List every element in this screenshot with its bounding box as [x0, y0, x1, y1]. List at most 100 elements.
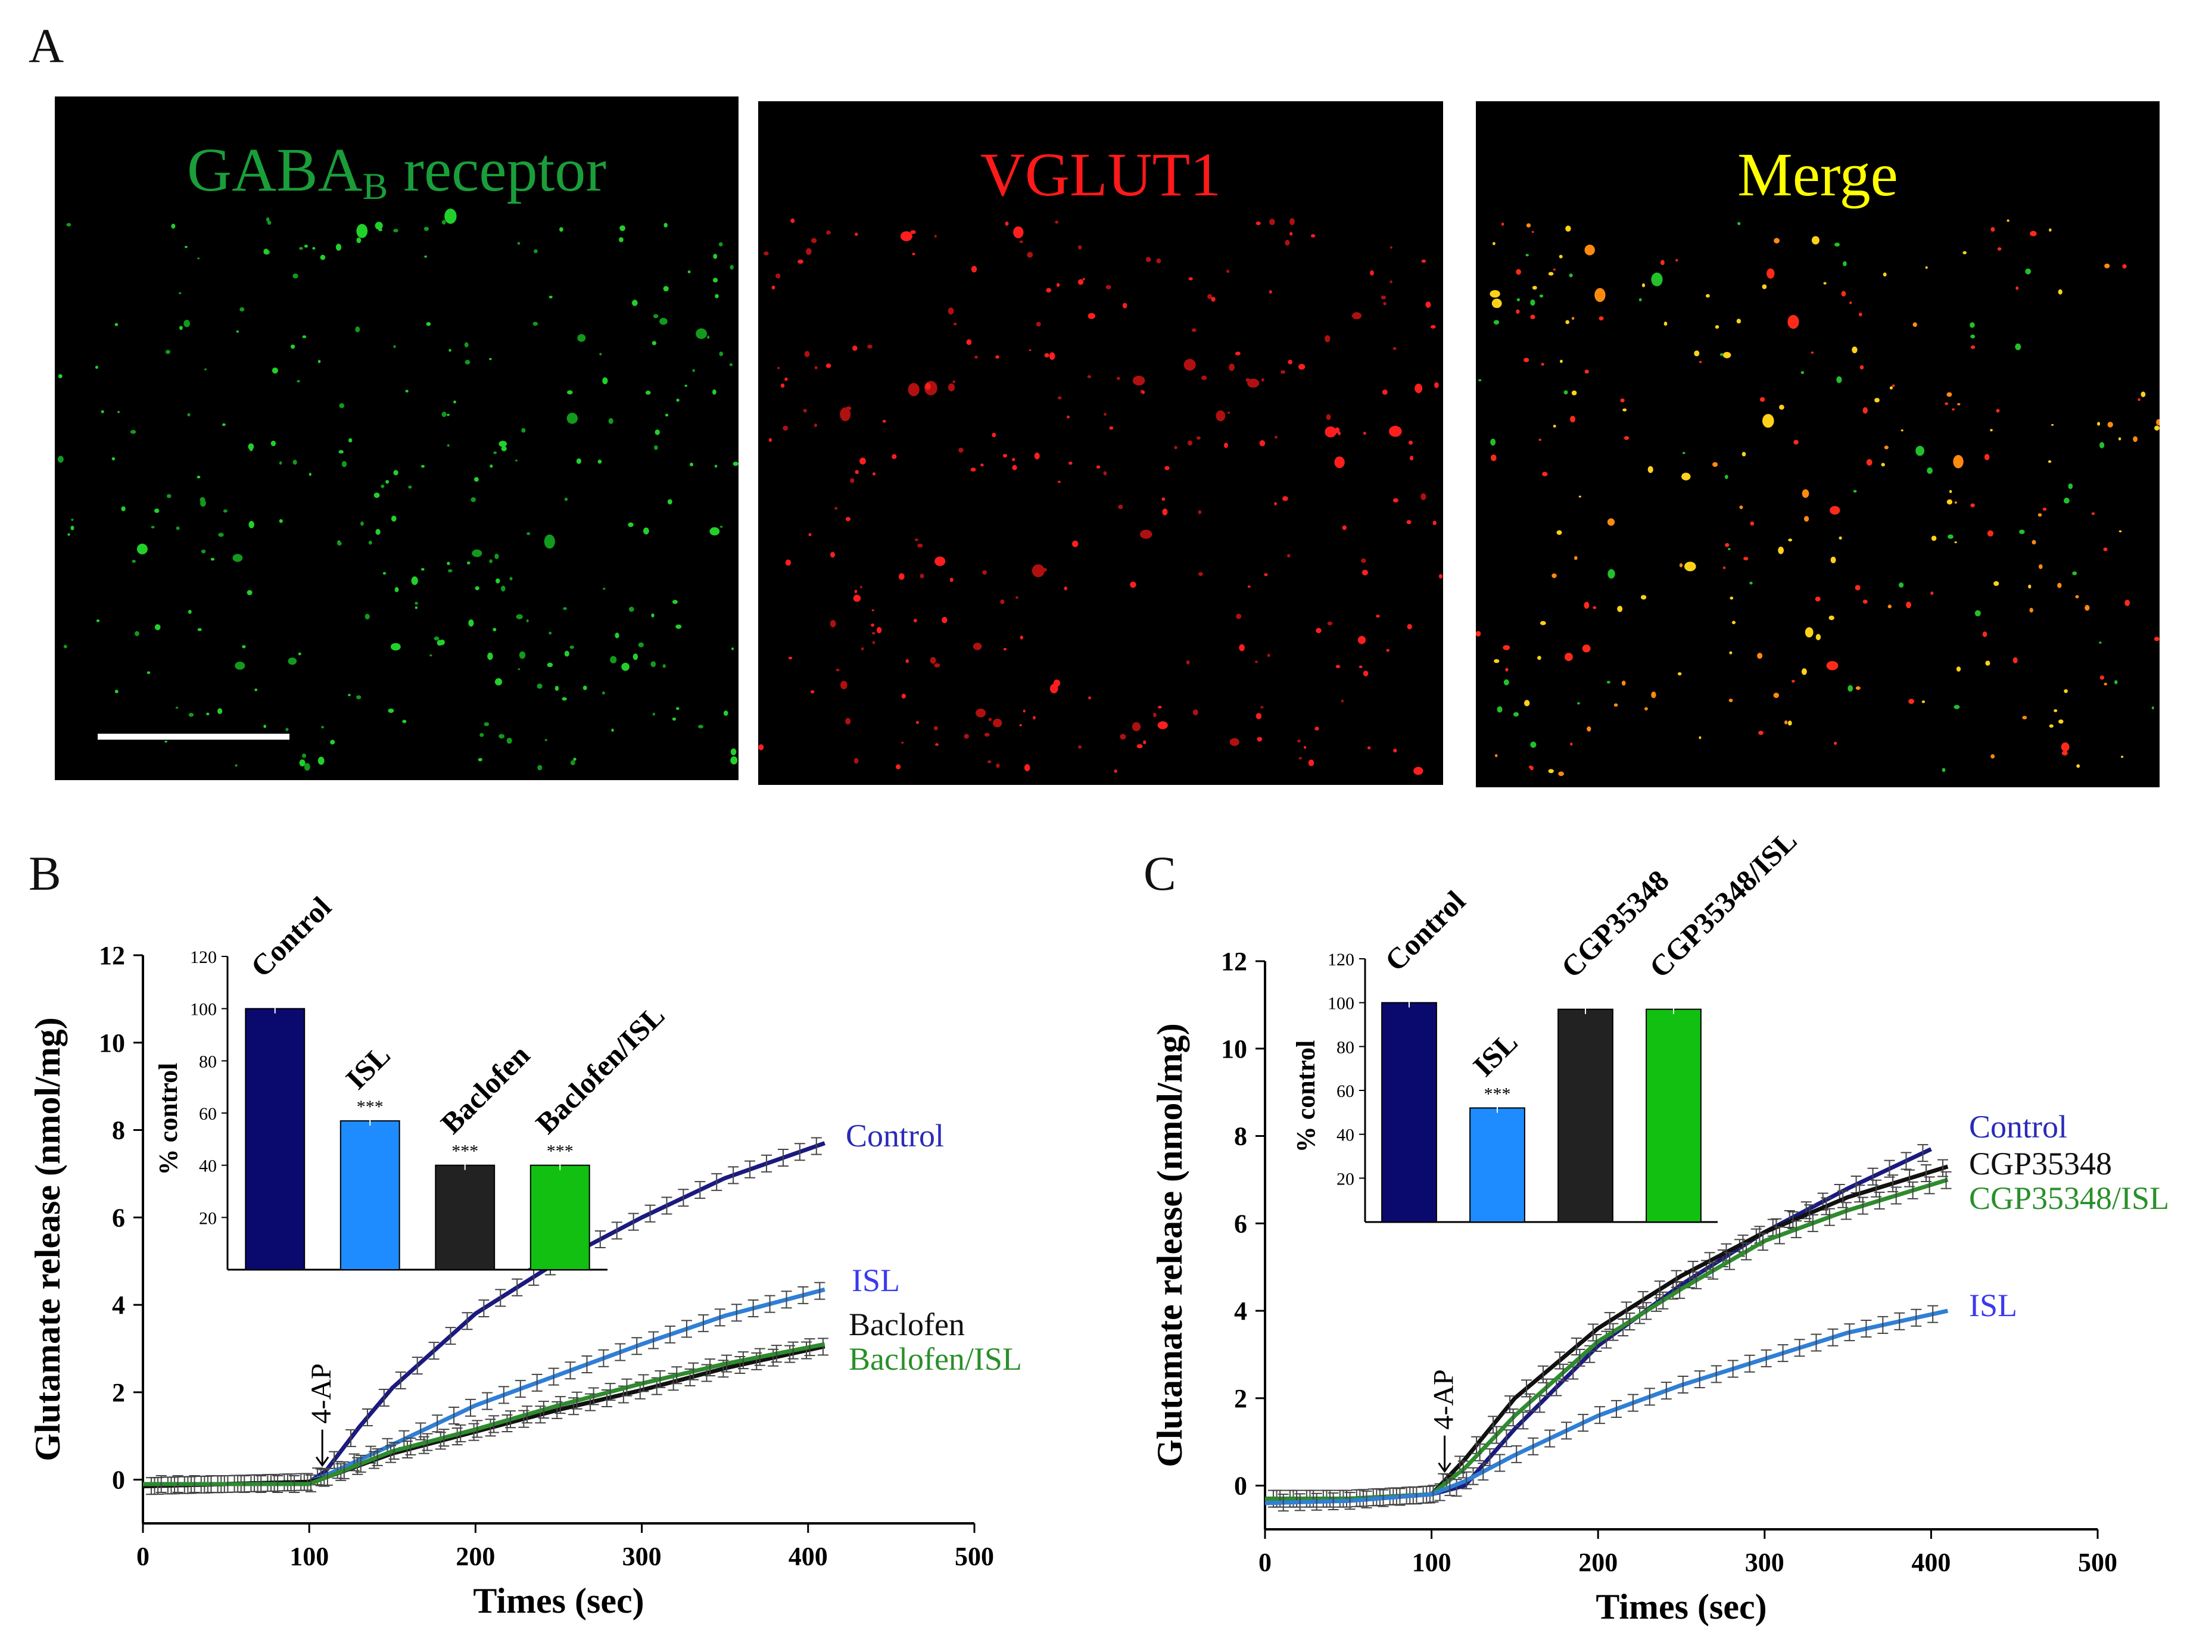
- fluorescent-punctum: [2029, 607, 2033, 613]
- fluorescent-punctum: [304, 763, 310, 771]
- fluorescent-punctum: [378, 228, 382, 232]
- fluorescent-punctum: [447, 413, 450, 416]
- fluorescent-punctum: [302, 753, 307, 758]
- fluorescent-punctum: [1607, 518, 1615, 526]
- micrograph-gabab-receptor: GABAB receptor: [55, 96, 739, 780]
- series-label: ISL: [1969, 1288, 2017, 1323]
- fluorescent-punctum: [1335, 665, 1341, 668]
- fluorescent-punctum: [375, 222, 383, 230]
- fluorescent-punctum: [1859, 365, 1864, 370]
- fluorescent-punctum: [210, 557, 215, 561]
- fluorescent-punctum: [2085, 604, 2090, 611]
- fluorescent-punctum: [1183, 359, 1196, 371]
- fluorescent-punctum: [330, 740, 335, 745]
- fluorescent-punctum: [672, 717, 677, 721]
- fluorescent-punctum: [1198, 572, 1203, 576]
- fluorescent-punctum: [57, 456, 64, 463]
- fluorescent-punctum: [1288, 360, 1292, 364]
- fluorescent-punctum: [1848, 685, 1853, 692]
- fluorescent-punctum: [1915, 445, 1924, 456]
- fluorescent-punctum: [2091, 512, 2095, 515]
- fluorescent-punctum: [71, 518, 74, 521]
- fluorescent-punctum: [1532, 286, 1537, 290]
- fluorescent-punctum: [1569, 273, 1573, 278]
- fluorescent-punctum: [1684, 562, 1696, 572]
- fluorescent-punctum: [980, 463, 984, 467]
- fluorescent-punctum: [2107, 422, 2113, 428]
- series-label: Control: [1969, 1109, 2067, 1145]
- fluorescent-punctum: [719, 351, 724, 356]
- fluorescent-punctum: [1275, 435, 1278, 439]
- fluorescent-punctum: [2061, 750, 2068, 756]
- fluorescent-punctum: [426, 322, 431, 326]
- inset-y-tick-label: 40: [1336, 1126, 1354, 1145]
- fluorescent-punctum: [448, 348, 451, 352]
- fluorescent-punctum: [1227, 412, 1230, 414]
- fluorescent-punctum: [1553, 425, 1556, 428]
- fluorescent-punctum: [355, 326, 360, 332]
- fluorescent-punctum: [1386, 649, 1389, 652]
- fluorescent-punctum: [663, 223, 668, 227]
- fluorescent-punctum: [132, 559, 136, 563]
- fluorescent-punctum: [2154, 637, 2160, 641]
- fluorescent-punctum: [1930, 591, 1934, 595]
- fluorescent-punctum: [948, 383, 955, 392]
- fluorescent-punctum: [1314, 727, 1319, 731]
- fluorescent-punctum: [2058, 289, 2063, 295]
- fluorescent-punctum: [920, 573, 924, 578]
- fluorescent-punctum: [853, 758, 859, 764]
- fluorescent-punctum: [633, 653, 638, 660]
- fluorescent-punctum: [2025, 268, 2032, 275]
- fluorescent-punctum: [1494, 659, 1500, 663]
- fluorescent-punctum: [1516, 309, 1520, 314]
- fluorescent-punctum: [292, 273, 298, 279]
- series-label: CGP35348/ISL: [1969, 1180, 2169, 1216]
- fluorescent-punctum: [1229, 738, 1239, 746]
- fluorescent-punctum: [1077, 245, 1082, 250]
- fluorescent-punctum: [850, 478, 855, 483]
- fluorescent-punctum: [1413, 766, 1423, 775]
- fluorescent-punctum: [1361, 558, 1366, 563]
- x-tick-label: 200: [1578, 1548, 1618, 1577]
- fluorescent-punctum: [1143, 740, 1146, 744]
- inset-y-tick-label: 80: [199, 1052, 217, 1071]
- fluorescent-punctum: [187, 413, 191, 417]
- fluorescent-punctum: [1310, 234, 1316, 238]
- fluorescent-punctum: [516, 614, 523, 619]
- fluorescent-punctum: [1883, 272, 1887, 277]
- fluorescent-punctum: [1239, 644, 1245, 652]
- fluorescent-punctum: [1584, 369, 1589, 374]
- fluorescent-punctum: [898, 573, 905, 580]
- fluorescent-punctum: [803, 409, 807, 413]
- fluorescent-punctum: [2061, 742, 2070, 752]
- fluorescent-punctum: [852, 345, 858, 351]
- fluorescent-punctum: [645, 391, 651, 395]
- fluorescent-punctum: [1984, 454, 1990, 460]
- fluorescent-punctum: [2037, 513, 2042, 517]
- fluorescent-punctum: [385, 480, 390, 484]
- fluorescent-punctum: [188, 610, 192, 614]
- fluorescent-punctum: [1282, 496, 1288, 501]
- fluorescent-punctum: [1728, 548, 1731, 550]
- fluorescent-punctum: [804, 351, 810, 357]
- fluorescent-punctum: [263, 724, 267, 728]
- fluorescent-punctum: [1954, 705, 1960, 709]
- fluorescent-punctum: [1749, 581, 1753, 585]
- fluorescent-punctum: [179, 326, 183, 331]
- fluorescent-punctum: [554, 685, 559, 691]
- fluorescent-punctum: [356, 224, 368, 238]
- fluorescent-punctum: [709, 527, 720, 536]
- fluorescent-punctum: [429, 654, 432, 657]
- fluorescent-punctum: [235, 764, 238, 767]
- bar-category-label: Control: [1378, 884, 1472, 978]
- fluorescent-punctum: [1594, 288, 1606, 303]
- fluorescent-punctum: [421, 465, 425, 468]
- fluorescent-punctum: [576, 458, 582, 464]
- fluorescent-punctum: [114, 690, 119, 694]
- scale-bar: [98, 734, 289, 740]
- fluorescent-punctum: [853, 594, 861, 602]
- fluorescent-punctum: [1834, 741, 1837, 745]
- fluorescent-punctum: [1743, 557, 1749, 560]
- fluorescent-punctum: [1529, 766, 1534, 771]
- fluorescent-punctum: [784, 377, 788, 381]
